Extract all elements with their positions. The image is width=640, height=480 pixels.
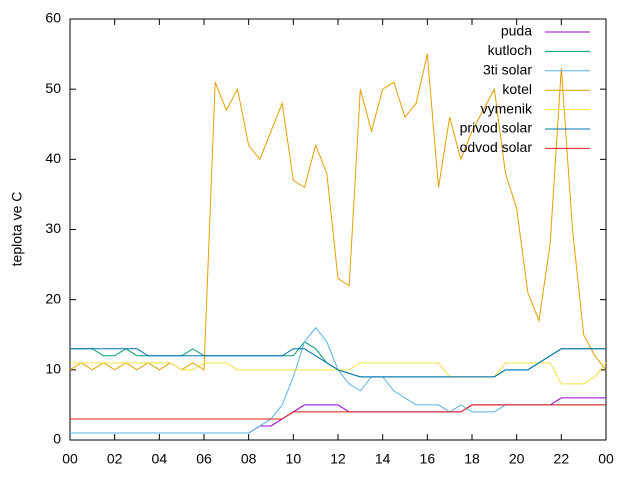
y-tick-label: 60 [45,10,61,26]
x-tick-label: 08 [241,451,257,467]
y-tick-label: 40 [45,150,61,166]
legend-label: puda [501,23,532,39]
x-tick-label: 18 [464,451,480,467]
x-tick-label: 00 [598,451,614,467]
y-axis-label: teplota ve C [9,192,25,267]
series-line [70,397,606,434]
x-tick-label: 14 [375,451,391,467]
x-tick-label: 00 [62,451,78,467]
x-tick-label: 22 [554,451,570,467]
series-line [70,404,606,420]
x-tick-label: 12 [330,451,346,467]
legend-label: kotel [502,81,532,97]
y-tick-label: 30 [45,220,61,236]
y-tick-label: 0 [53,431,61,447]
x-tick-label: 10 [286,451,302,467]
x-tick-label: 16 [420,451,436,467]
series-line [70,341,606,378]
legend-label: privod solar [460,120,533,136]
y-tick-label: 10 [45,361,61,377]
series-line [70,348,606,378]
series-line [69,53,607,371]
x-tick-label: 06 [196,451,212,467]
series-line [70,362,607,385]
legend-label: odvod solar [460,139,533,155]
x-tick-label: 04 [152,451,168,467]
legend-label: vymenik [481,100,533,116]
x-tick-label: 20 [509,451,525,467]
y-tick-label: 50 [45,80,61,96]
legend-label: kutloch [488,42,532,58]
x-tick-label: 02 [107,451,123,467]
legend-label: 3ti solar [483,62,532,78]
series-line [70,326,606,434]
y-tick-label: 20 [45,290,61,306]
